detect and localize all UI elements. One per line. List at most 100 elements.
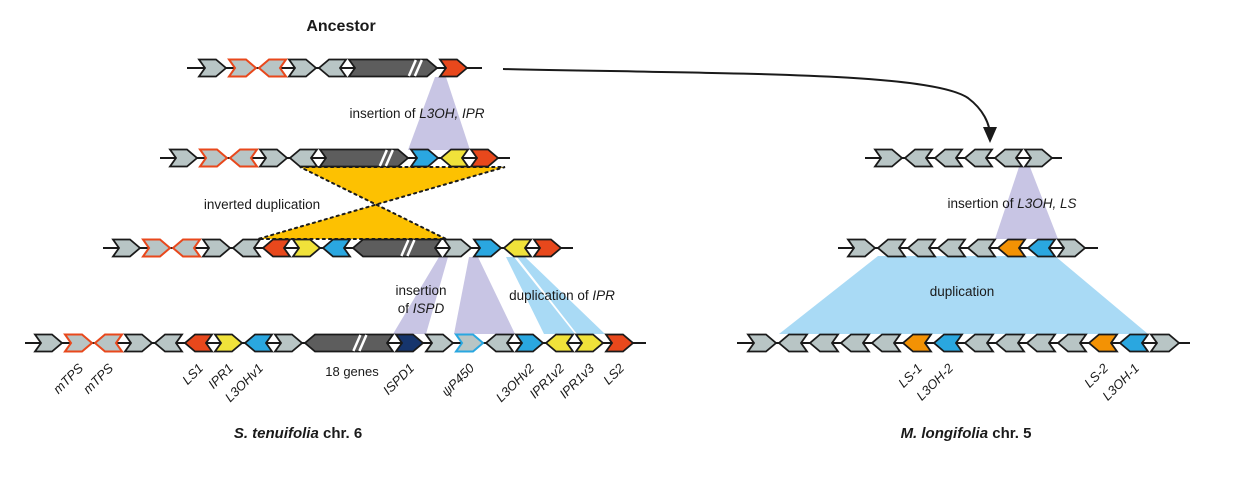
gene-yellow-17 xyxy=(574,333,605,353)
gene-yellow-16 xyxy=(544,333,575,353)
gene-orangeM-6 xyxy=(996,238,1027,258)
gene-blue-8 xyxy=(321,238,352,258)
gene-red-7 xyxy=(438,58,469,78)
gene-rows-layer xyxy=(25,58,1190,353)
bowtie-layer xyxy=(257,166,506,240)
annotation-insertion-ispd-line1: insertion xyxy=(395,283,446,298)
descent-arrowhead-icon xyxy=(983,127,997,143)
gene-yellow-7 xyxy=(213,333,244,353)
gene-gray-1 xyxy=(111,238,142,258)
labels-layer: Ancestor insertion of L3OH, IPR inverted… xyxy=(50,18,1142,442)
gene-gray-14 xyxy=(1149,333,1181,353)
gene-red-6 xyxy=(261,238,292,258)
gene-row-stenuifolia-row-2 xyxy=(160,148,510,168)
annotation-insertion-ispd-line2: of ISPD xyxy=(398,301,445,316)
beam-psi-p450 xyxy=(454,257,515,334)
gene-gray-1 xyxy=(197,58,228,78)
caption-m-longifolia: M. longifolia chr. 5 xyxy=(901,425,1032,442)
gene-gray-10 xyxy=(442,238,473,258)
annotation-insertion-l3oh-ls: insertion of L3OH, LS xyxy=(947,196,1076,211)
truncation-slash xyxy=(384,149,394,167)
gene-blue-7 xyxy=(1026,238,1057,258)
gene-gray-3 xyxy=(93,333,124,353)
gene-gray-5 xyxy=(153,333,184,353)
gene-red-9 xyxy=(469,148,500,168)
gene-blue-15 xyxy=(514,333,545,353)
gene-label-IPR1v3: IPR1v3 xyxy=(556,360,597,401)
gene-gray-1 xyxy=(846,238,877,258)
inverted-duplication-bowtie xyxy=(257,166,506,240)
gene-gray-9 xyxy=(994,333,1026,353)
gene-label-18-genes: 18 genes xyxy=(325,364,379,379)
beams-layer xyxy=(393,77,1148,334)
truncation-slash xyxy=(352,334,362,352)
gene-blue-7 xyxy=(409,148,440,168)
truncation-slash xyxy=(400,239,410,257)
gene-blue-11 xyxy=(472,238,503,258)
truncation-slash xyxy=(406,239,416,257)
gene-gray-5 xyxy=(870,333,902,353)
gene-gray-4 xyxy=(123,333,154,353)
gene-gray-2 xyxy=(777,333,809,353)
gene-gray-4 xyxy=(201,238,232,258)
gene-navy-11 xyxy=(394,333,425,353)
gene-row-mlongifolia-row-3 xyxy=(737,333,1190,353)
beam-insertion-ispd xyxy=(393,257,448,334)
gene-gray-5 xyxy=(288,148,319,168)
truncation-slash xyxy=(358,334,368,352)
gene-red-6 xyxy=(183,333,214,353)
gene-label-L3OHv2: L3OHv2 xyxy=(493,360,538,405)
truncation-slash xyxy=(378,149,388,167)
gene-gray-4 xyxy=(839,333,871,353)
gene-label-mTPS: mTPS xyxy=(50,360,86,396)
gene-gray-5 xyxy=(966,238,997,258)
gene-gray-3 xyxy=(228,148,259,168)
gene-row-stenuifolia-row-4 xyxy=(25,333,646,353)
gene-gray-12 xyxy=(424,333,455,353)
gene-gray-14 xyxy=(484,333,515,353)
gene-gray-5 xyxy=(317,58,348,78)
gene-gray-11 xyxy=(1056,333,1088,353)
gene-row-mlongifolia-row-1 xyxy=(865,148,1062,168)
gene-gray-3 xyxy=(257,58,288,78)
gene-dark-10 xyxy=(303,333,395,353)
gene-gray-2 xyxy=(876,238,907,258)
gene-gray-4 xyxy=(287,58,318,78)
gene-red-18 xyxy=(604,333,635,353)
gene-gray-6 xyxy=(1023,148,1054,168)
truncation-slash xyxy=(413,59,423,77)
gene-dark-6 xyxy=(318,148,410,168)
gene-yellow-12 xyxy=(502,238,533,258)
annotation-inverted-duplication: inverted duplication xyxy=(204,197,320,212)
ancestor-title: Ancestor xyxy=(306,18,375,35)
beam-insertion-l3oh-ipr xyxy=(408,77,470,150)
gene-orangeM-6 xyxy=(901,333,933,353)
gene-blue-7 xyxy=(932,333,964,353)
gene-gray-13 xyxy=(454,333,485,353)
beam-insertion-l3oh-ls xyxy=(995,167,1058,239)
gene-gray-1 xyxy=(33,333,64,353)
gene-gray-1 xyxy=(873,148,904,168)
gene-row-ancestor-row xyxy=(187,58,482,78)
gene-gray-1 xyxy=(746,333,778,353)
descent-arrow-curve xyxy=(502,68,991,134)
gene-gray-1 xyxy=(168,148,199,168)
descent-arrow-layer xyxy=(502,68,997,143)
gene-gray-8 xyxy=(963,333,995,353)
gene-dark-9 xyxy=(351,238,443,258)
gene-label-ψP450: ψP450 xyxy=(438,360,477,399)
gene-label-ISPD1: ISPD1 xyxy=(380,361,417,398)
gene-gray-3 xyxy=(933,148,964,168)
beam-duplication xyxy=(779,256,1148,334)
gene-gray-3 xyxy=(171,238,202,258)
beam-duplication-ipr-1 xyxy=(506,257,575,334)
gene-row-mlongifolia-row-2 xyxy=(838,238,1098,258)
annotation-insertion-l3oh-ipr: insertion of L3OH, IPR xyxy=(349,106,484,121)
gene-gray-9 xyxy=(273,333,304,353)
gene-yellow-7 xyxy=(291,238,322,258)
gene-gray-2 xyxy=(63,333,94,353)
annotation-duplication: duplication xyxy=(930,284,995,299)
gene-blue-13 xyxy=(1118,333,1150,353)
